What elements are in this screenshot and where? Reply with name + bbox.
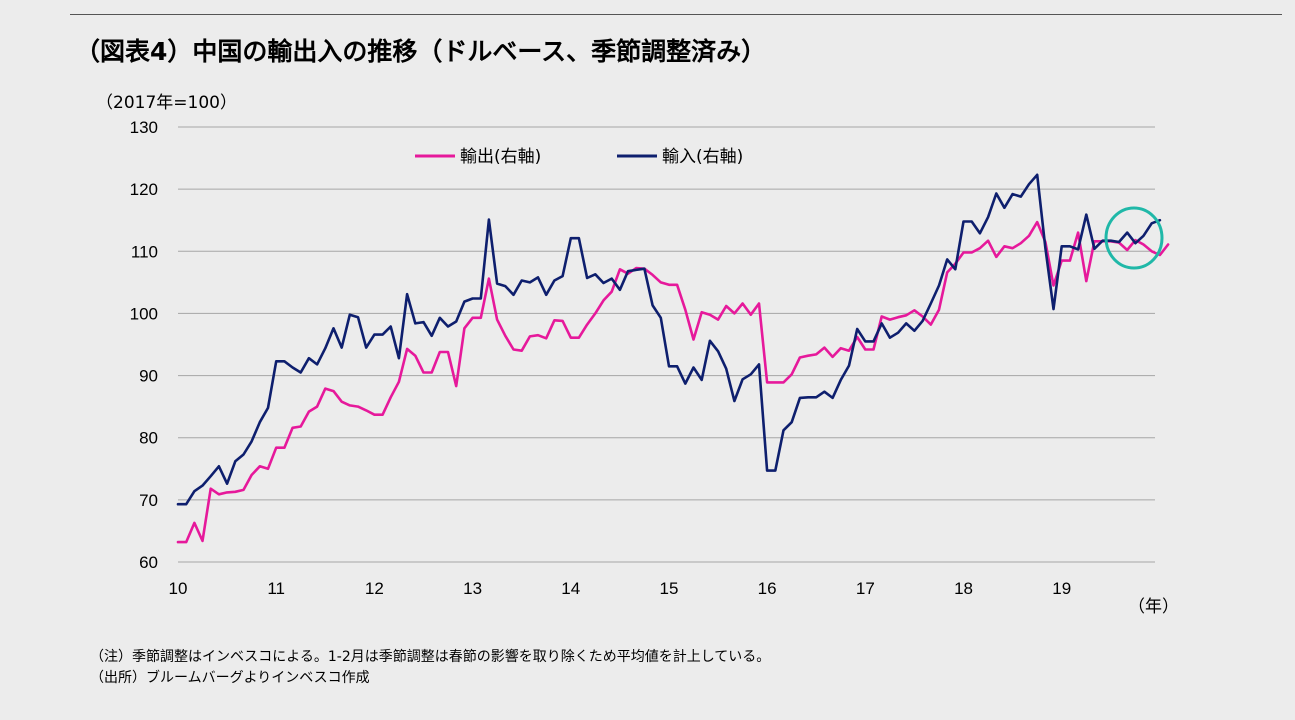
- x-tick-label: 12: [365, 579, 384, 598]
- x-tick-label: 11: [267, 579, 285, 598]
- footnote: （注）季節調整はインベスコによる。1-2月は季節調整は春節の影響を取り除くため平…: [90, 649, 771, 665]
- y-tick-label: 80: [139, 429, 158, 448]
- gridlines: [178, 126, 1155, 563]
- y-axis-unit-label: （2017年=100）: [96, 93, 237, 113]
- y-tick-label: 120: [130, 180, 158, 199]
- legend-label: 輸出(右軸): [460, 147, 541, 167]
- series-lines: [176, 173, 1170, 544]
- export-series-line: [176, 220, 1170, 544]
- x-tick-label: 14: [561, 579, 580, 598]
- x-tick-label: 19: [1052, 579, 1071, 598]
- y-tick-label: 60: [139, 553, 158, 572]
- import-series-line: [176, 173, 1162, 506]
- x-tick-label: 13: [463, 579, 482, 598]
- y-axis-ticks: 60 70 80 90 100 110 120 130: [130, 118, 158, 572]
- y-tick-label: 90: [139, 367, 158, 386]
- x-axis-ticks: 10 11 12 13 14 15 16 17 18 19: [169, 579, 1072, 598]
- highlight-circle: [1104, 206, 1164, 270]
- annotation-layer: [1104, 206, 1164, 270]
- y-tick-label: 130: [130, 118, 158, 137]
- chart-title: （図表4）中国の輸出入の推移（ドルベース、季節調整済み）: [75, 37, 767, 66]
- y-tick-label: 100: [130, 304, 158, 323]
- top-divider: [70, 14, 1282, 15]
- x-tick-label: 16: [758, 579, 777, 598]
- x-tick-label: 15: [659, 579, 678, 598]
- y-tick-label: 70: [139, 491, 158, 510]
- x-tick-label: 10: [169, 579, 188, 598]
- legend: 輸出(右軸) 輸入(右軸): [415, 147, 743, 167]
- x-tick-label: 18: [954, 579, 973, 598]
- y-tick-label: 110: [131, 242, 158, 261]
- x-tick-label: 17: [856, 579, 875, 598]
- x-axis-unit-label: （年）: [1128, 597, 1179, 617]
- source-note: （出所）ブルームバーグよりインベスコ作成: [90, 670, 370, 686]
- legend-label: 輸入(右軸): [662, 147, 743, 167]
